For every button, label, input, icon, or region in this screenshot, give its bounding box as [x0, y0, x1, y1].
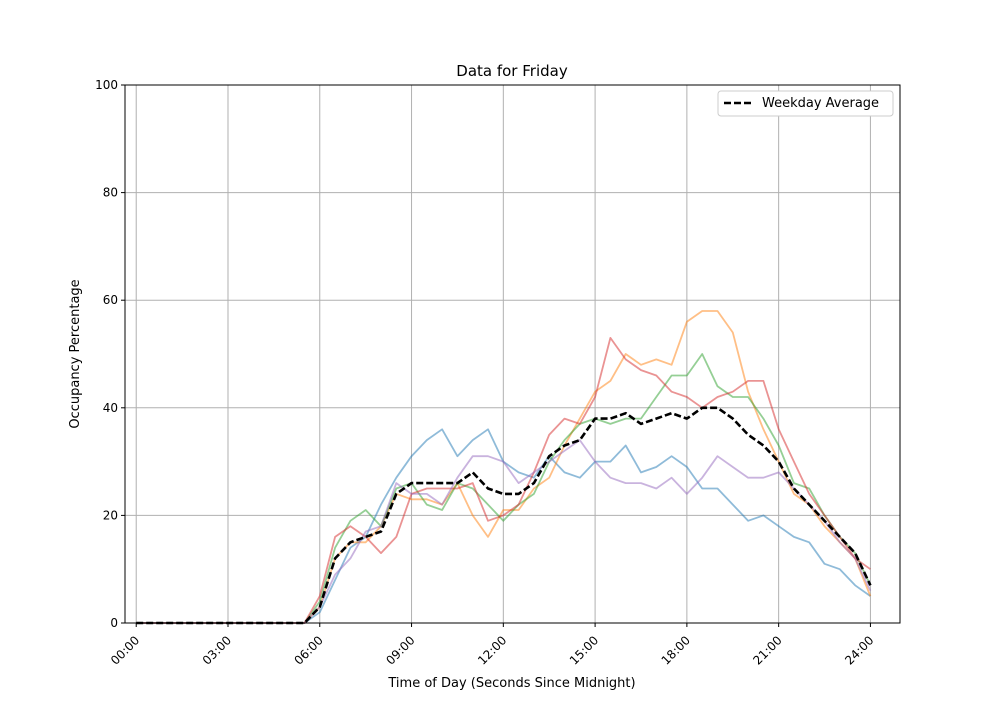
x-tick-label: 03:00 — [200, 633, 234, 667]
chart-title: Data for Friday — [456, 62, 568, 80]
x-tick-label: 15:00 — [567, 633, 601, 667]
x-tick-label: 18:00 — [659, 633, 693, 667]
x-tick-label: 21:00 — [750, 633, 784, 667]
legend: Weekday Average — [717, 90, 894, 117]
y-tick-label: 40 — [103, 401, 118, 415]
y-tick-label: 100 — [95, 78, 118, 92]
y-tick-label: 80 — [103, 186, 118, 200]
x-axis-label: Time of Day (Seconds Since Midnight) — [387, 676, 635, 691]
x-tick-label: 24:00 — [842, 633, 876, 667]
axis-ticks: 00:00 03:00 06:00 09:00 12:00 15:00 18:00 21:00… — [95, 78, 876, 668]
y-axis-label: Occupancy Percentage — [68, 279, 83, 428]
y-tick-label: 0 — [110, 616, 118, 630]
x-tick-label: 06:00 — [292, 633, 326, 667]
x-tick-label: 12:00 — [475, 633, 509, 667]
plot-frame — [124, 84, 901, 624]
x-tick-label: 00:00 — [108, 633, 142, 667]
legend-box — [717, 90, 894, 117]
legend-label-weekday-average: Weekday Average — [762, 96, 879, 111]
y-tick-label: 20 — [103, 508, 118, 522]
grid — [125, 84, 900, 624]
x-tick-label: 09:00 — [383, 633, 417, 667]
y-tick-label: 60 — [103, 293, 118, 307]
